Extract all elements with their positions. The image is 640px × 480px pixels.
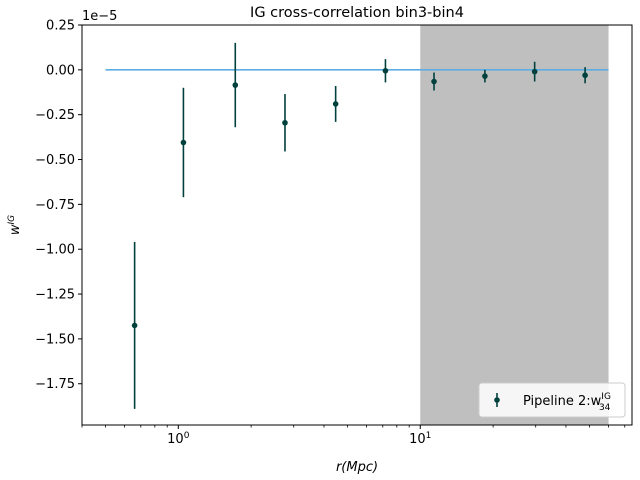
- data-point: [282, 119, 288, 126]
- data-point: [131, 322, 138, 329]
- y-tick-label: −0.25: [35, 108, 75, 123]
- y-tick-label: −1.00: [35, 243, 75, 258]
- y-tick-label: −0.50: [35, 153, 75, 168]
- y-tick-label: −1.75: [35, 377, 75, 392]
- y-axis-label: wIG: [7, 215, 23, 235]
- data-point: [482, 73, 488, 79]
- y-tick-label: −0.75: [35, 198, 75, 213]
- x-tick-label: 100: [167, 431, 190, 447]
- y-tick-label: 0.25: [46, 19, 75, 34]
- x-axis-label: r(Mpc): [336, 460, 378, 475]
- data-point: [332, 101, 339, 107]
- data-point: [382, 67, 389, 74]
- legend-marker: [494, 397, 500, 403]
- plot-frame: [81, 24, 633, 426]
- legend-label: Pipeline 2:wIG 34: [523, 392, 611, 413]
- data-point: [180, 139, 187, 146]
- data-point: [531, 68, 538, 75]
- shaded-region: [420, 25, 609, 425]
- x-tick-label: 101: [409, 431, 431, 447]
- y-tick-label: −1.25: [35, 288, 75, 303]
- chart-title: IG cross-correlation bin3-bin4: [250, 5, 464, 21]
- y-tick-label: −1.50: [35, 332, 75, 347]
- legend-box: [478, 382, 626, 418]
- y-tick-label: 0.00: [46, 63, 75, 78]
- data-point: [431, 78, 437, 85]
- y-offset-label: 1e−5: [82, 9, 117, 24]
- data-point: [582, 72, 588, 79]
- data-point: [232, 82, 239, 88]
